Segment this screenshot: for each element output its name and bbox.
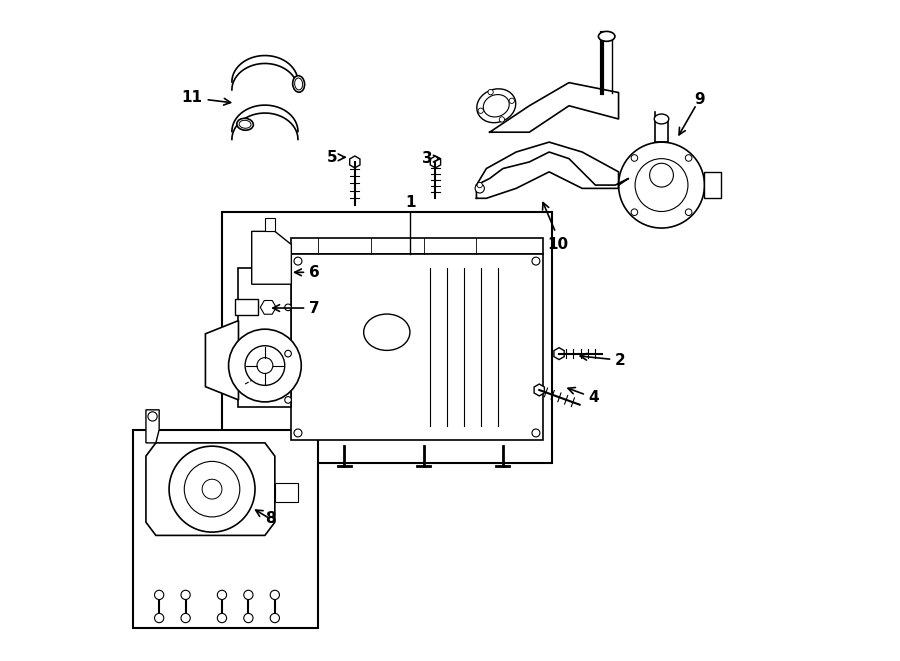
Polygon shape: [350, 156, 360, 168]
Circle shape: [284, 350, 292, 357]
Polygon shape: [490, 83, 618, 132]
Circle shape: [478, 108, 483, 114]
Text: 3: 3: [421, 151, 440, 166]
Polygon shape: [146, 443, 274, 535]
Circle shape: [181, 590, 190, 600]
Polygon shape: [292, 238, 543, 254]
Text: 10: 10: [547, 237, 568, 252]
Polygon shape: [476, 142, 618, 198]
Circle shape: [217, 613, 227, 623]
Circle shape: [184, 461, 239, 517]
Circle shape: [635, 159, 688, 212]
Polygon shape: [238, 268, 292, 407]
Ellipse shape: [239, 120, 251, 128]
Ellipse shape: [477, 89, 516, 123]
Circle shape: [181, 613, 190, 623]
Polygon shape: [260, 301, 276, 314]
Circle shape: [685, 155, 692, 161]
Bar: [222, 212, 553, 463]
Circle shape: [229, 329, 302, 402]
Ellipse shape: [483, 95, 509, 117]
Circle shape: [618, 142, 705, 228]
Bar: [132, 430, 318, 628]
Polygon shape: [534, 384, 544, 396]
Circle shape: [477, 182, 482, 188]
Bar: [292, 254, 543, 440]
Polygon shape: [146, 410, 159, 443]
Circle shape: [284, 304, 292, 311]
Text: 6: 6: [294, 265, 320, 280]
Circle shape: [169, 446, 255, 532]
Circle shape: [155, 613, 164, 623]
Polygon shape: [205, 321, 239, 400]
Circle shape: [294, 257, 302, 265]
Circle shape: [509, 98, 515, 103]
Polygon shape: [265, 218, 274, 231]
Circle shape: [244, 613, 253, 623]
Text: 2: 2: [580, 353, 626, 368]
Text: 11: 11: [182, 91, 230, 105]
Circle shape: [294, 429, 302, 437]
Polygon shape: [705, 172, 721, 198]
Circle shape: [270, 590, 280, 600]
Polygon shape: [430, 156, 441, 168]
Circle shape: [148, 412, 157, 421]
Circle shape: [202, 479, 222, 499]
Circle shape: [217, 590, 227, 600]
Text: 1: 1: [405, 196, 416, 210]
Circle shape: [685, 209, 692, 215]
Circle shape: [631, 155, 638, 161]
Circle shape: [155, 590, 164, 600]
Circle shape: [532, 257, 540, 265]
Ellipse shape: [364, 314, 410, 350]
Circle shape: [284, 397, 292, 403]
Text: 4: 4: [568, 387, 599, 405]
Polygon shape: [554, 348, 564, 360]
Text: 5: 5: [327, 150, 345, 165]
Ellipse shape: [237, 118, 253, 130]
Circle shape: [650, 163, 673, 187]
Ellipse shape: [292, 76, 304, 92]
Circle shape: [500, 117, 505, 122]
Circle shape: [270, 613, 280, 623]
Circle shape: [244, 590, 253, 600]
Text: 9: 9: [695, 92, 706, 106]
Circle shape: [257, 358, 273, 373]
Ellipse shape: [654, 114, 669, 124]
Ellipse shape: [294, 78, 302, 90]
Text: 8: 8: [265, 512, 275, 526]
Polygon shape: [235, 299, 258, 315]
Circle shape: [532, 429, 540, 437]
Circle shape: [631, 209, 638, 215]
Polygon shape: [252, 231, 292, 284]
Circle shape: [475, 184, 484, 193]
Circle shape: [245, 346, 284, 385]
Ellipse shape: [598, 31, 615, 41]
Circle shape: [488, 89, 493, 95]
Text: 7: 7: [273, 301, 320, 315]
Polygon shape: [274, 483, 298, 502]
